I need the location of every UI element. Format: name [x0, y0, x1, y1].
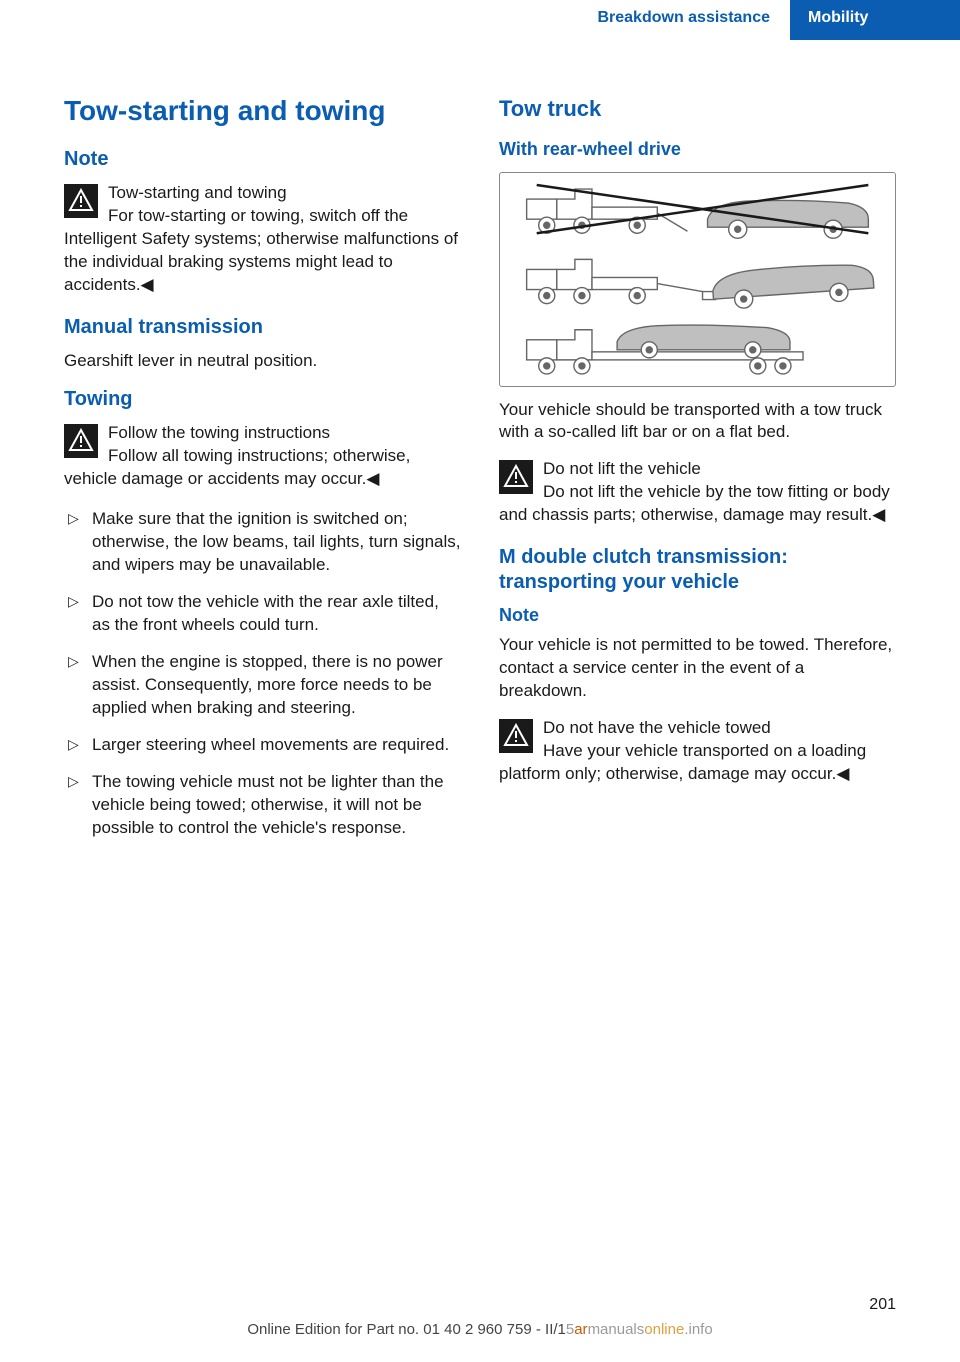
- manual-transmission-body: Gearshift lever in neutral position.: [64, 350, 461, 373]
- warning-1-title: Tow-starting and towing: [108, 183, 287, 202]
- warning-box-3: Do not lift the vehicle Do not lift the …: [499, 458, 896, 527]
- watermark-part: 5: [566, 1321, 574, 1338]
- mdct-body: Your vehicle is not permitted to be towe…: [499, 634, 896, 703]
- towing-heading: Towing: [64, 387, 461, 412]
- warning-icon: [499, 460, 533, 494]
- watermark-part: ar: [574, 1321, 587, 1338]
- header-bar: Breakdown assistance Mobility: [0, 0, 960, 40]
- footer-line: Online Edition for Part no. 01 40 2 960 …: [0, 1321, 960, 1338]
- watermark-part: manuals: [588, 1321, 645, 1338]
- warning-icon: [64, 184, 98, 218]
- header-chapter: Breakdown assistance: [597, 0, 790, 40]
- header-section: Mobility: [790, 0, 960, 40]
- list-item: Make sure that the ignition is switched …: [64, 508, 461, 591]
- rwd-heading: With rear-wheel drive: [499, 139, 896, 160]
- warning-icon: [499, 719, 533, 753]
- warning-3-title: Do not lift the vehicle: [543, 459, 701, 478]
- warning-box-1: Tow-starting and towing For tow-starting…: [64, 182, 461, 297]
- warning-box-2: Follow the towing instructions Follow al…: [64, 422, 461, 491]
- mdct-note-heading: Note: [499, 605, 896, 626]
- list-item: Do not tow the vehicle with the rear axl…: [64, 591, 461, 651]
- towing-bullet-list: Make sure that the ignition is switched …: [64, 508, 461, 853]
- warning-3-body: Do not lift the vehicle by the tow fitti…: [499, 482, 890, 524]
- left-column: Tow-starting and towing Note Tow-startin…: [64, 95, 461, 868]
- rwd-body: Your vehicle should be transported with …: [499, 399, 896, 445]
- warning-4-title: Do not have the vehicle towed: [543, 718, 771, 737]
- footer-text: Online Edition for Part no. 01 40 2 960 …: [247, 1321, 566, 1338]
- tow-truck-heading: Tow truck: [499, 95, 896, 123]
- warning-icon: [64, 424, 98, 458]
- tow-truck-diagram: [499, 172, 896, 387]
- watermark-part: online: [644, 1321, 684, 1338]
- mdct-heading: M double clutch transmission: transporti…: [499, 545, 896, 595]
- list-item: The towing vehicle must not be lighter t…: [64, 771, 461, 854]
- warning-2-title: Follow the towing instructions: [108, 423, 330, 442]
- page-title: Tow-starting and towing: [64, 95, 461, 127]
- watermark-part: .info: [684, 1321, 712, 1338]
- page-number: 201: [869, 1296, 896, 1314]
- page-content: Tow-starting and towing Note Tow-startin…: [0, 40, 960, 868]
- manual-transmission-heading: Manual transmission: [64, 315, 461, 340]
- warning-1-body: For tow-starting or towing, switch off t…: [64, 206, 458, 294]
- warning-box-4: Do not have the vehicle towed Have your …: [499, 717, 896, 786]
- right-column: Tow truck With rear-wheel drive: [499, 95, 896, 868]
- list-item: Larger steering wheel movements are re­q…: [64, 734, 461, 771]
- list-item: When the engine is stopped, there is no …: [64, 651, 461, 734]
- warning-4-body: Have your vehicle transported on a load­…: [499, 741, 866, 783]
- note-heading: Note: [64, 147, 461, 172]
- warning-2-body: Follow all towing instructions; otherwis…: [64, 446, 410, 488]
